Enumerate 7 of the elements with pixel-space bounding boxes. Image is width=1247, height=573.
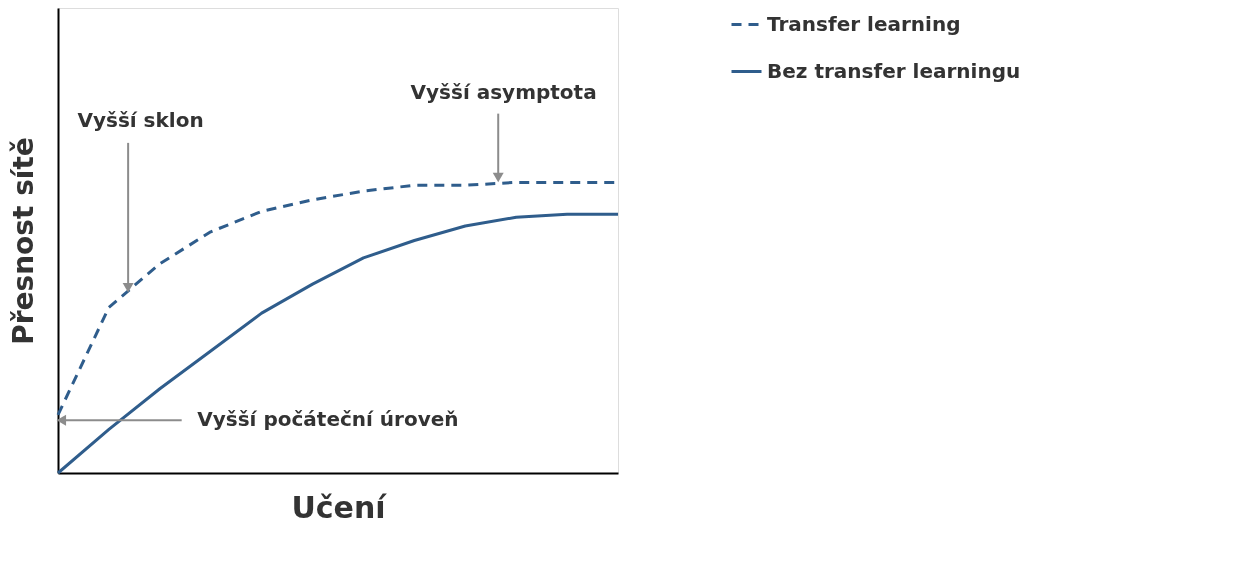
legend-label: Bez transfer learningu [767, 58, 1021, 83]
text: Vyšší asymptota [410, 79, 597, 104]
text: Vyšší sklon [77, 108, 204, 133]
y-axis-title: Přesnost sítě [6, 137, 40, 345]
annotation: Vyšší počáteční úroveň [197, 407, 459, 432]
x-axis-title: Učení [291, 489, 388, 525]
legend-label: Transfer learning [767, 11, 961, 36]
